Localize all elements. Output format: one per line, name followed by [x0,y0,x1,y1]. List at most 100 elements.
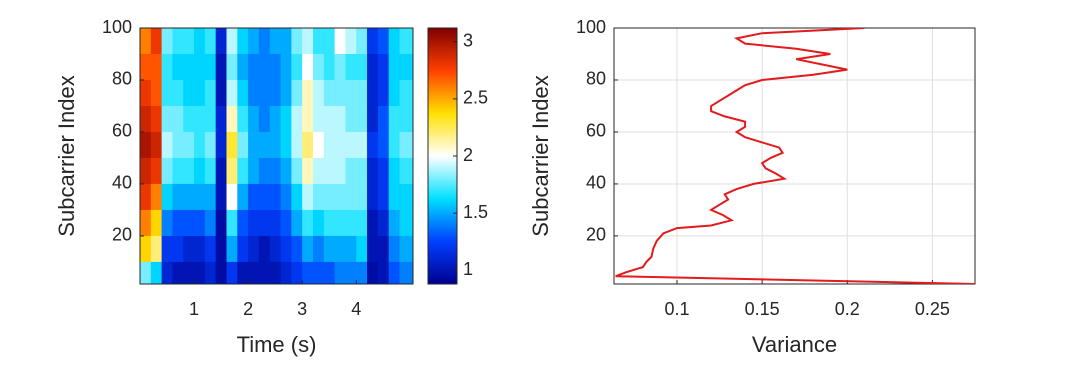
heatmap-cell [237,261,249,284]
heatmap-cell [161,53,173,81]
heatmap-cell [312,261,325,284]
heatmap-cell [215,261,227,284]
x-tick-label: 3 [297,299,307,319]
heatmap-cell [302,235,314,263]
heatmap-cell [291,53,303,81]
heatmap-cell [172,209,184,237]
heatmap-cell [172,157,184,185]
heatmap-cell [269,235,282,263]
heatmap-cell [356,209,368,237]
heatmap-cell [280,209,292,237]
x-tick-label: 1 [189,299,199,319]
heatmap-cell [237,235,249,263]
heatmap-cell [334,157,346,185]
heatmap-cell [345,105,357,133]
heatmap-cell [269,183,282,211]
x-tick-label: 2 [243,299,253,319]
heatmap-cell [388,157,400,185]
heatmap-cell [140,53,152,81]
heatmap-cell [291,131,303,159]
heatmap-cell [215,79,227,107]
heatmap-cell [150,235,163,263]
heatmap-cell [248,53,260,81]
heatmap-cell [248,183,260,211]
heatmap-cell [302,131,314,159]
heatmap-cell [269,28,282,55]
heatmap-cell [226,261,238,284]
heatmap-cell [399,209,413,237]
heatmap-cell [334,235,346,263]
heatmap-cell [194,209,206,237]
heatmap-cell [345,183,357,211]
heatmap-cell [183,79,195,107]
colorbar-tick-label: 2 [463,145,473,165]
heatmap-cell [215,105,227,133]
heatmap-cell [367,28,379,55]
heatmap-cell [302,53,314,81]
heatmap-cell [367,131,379,159]
heatmap-cell [388,235,400,263]
heatmap-cell [150,131,163,159]
heatmap-cell [302,209,314,237]
heatmap-cell [377,209,390,237]
heatmap-cell [388,183,400,211]
heatmap-cell [258,209,271,237]
heatmap-cell [140,79,152,107]
heatmap-cell [226,131,238,159]
heatmap-cell [172,53,184,81]
heatmap-cell [269,157,282,185]
y-tick-label: 100 [576,17,606,37]
heatmap-cell [161,183,173,211]
heatmap-cell [334,209,346,237]
x-tick-label: 4 [351,299,361,319]
heatmap-cell [226,157,238,185]
heatmap-cell [258,131,271,159]
heatmap-cell [323,235,336,263]
heatmap-cell [377,157,390,185]
heatmap-cell [334,105,346,133]
heatmap-cell [367,261,379,284]
heatmap-cell [258,183,271,211]
heatmap-cell [248,28,260,55]
heatmap-cell [399,183,413,211]
heatmap-cell [377,183,390,211]
heatmap-cell [291,183,303,211]
heatmap-cell [150,28,163,55]
heatmap-cell [237,209,249,237]
heatmap-cell [194,53,206,81]
heatmap-cell [399,79,413,107]
heatmap-cell [172,79,184,107]
heatmap-cell [226,235,238,263]
heatmap-cell [150,261,163,284]
axes-box [613,27,976,285]
heatmap-cell [237,53,249,81]
heatmap-cell [345,28,357,55]
heatmap-cell [237,79,249,107]
heatmap-cell [291,157,303,185]
heatmap-cell [183,209,195,237]
heatmap-cell [194,235,206,263]
heatmap-cell [258,235,271,263]
heatmap-cell [204,105,217,133]
heatmap-cell [194,183,206,211]
heatmap-cell [323,79,336,107]
heatmap-cell [226,28,238,55]
colorbar-tick-label: 1 [463,259,473,279]
heatmap-cell [183,157,195,185]
heatmap-cell [226,209,238,237]
heatmap-cell [215,131,227,159]
colorbar-tick-label: 1.5 [463,202,488,222]
heatmap-cell [215,235,227,263]
heatmap-cell [367,183,379,211]
y-tick-label: 40 [112,173,132,193]
heatmap-cell [312,183,325,211]
heatmap-cell [215,28,227,55]
heatmap-cell [204,131,217,159]
heatmap-cell [237,183,249,211]
heatmap-cell [345,209,357,237]
heatmap-cell [323,53,336,81]
heatmap-cell [258,53,271,81]
y-tick-label: 40 [586,173,606,193]
heatmap-cell [194,105,206,133]
heatmap-cell [140,235,152,263]
